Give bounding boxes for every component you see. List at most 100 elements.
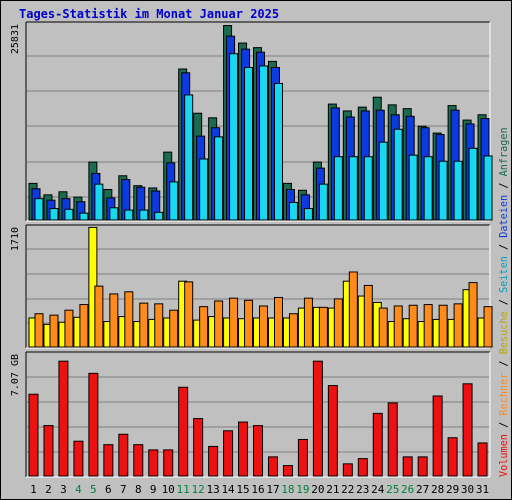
x-tick-label-day-18: 18: [281, 483, 294, 496]
bar-rechner-day-5: [94, 285, 104, 348]
bar-volumen-day-28: [432, 395, 443, 477]
bar-rechner-day-19: [303, 297, 313, 348]
bar-volumen-day-4: [73, 440, 84, 477]
bar-rechner-day-9: [154, 303, 164, 348]
legend-entry: Besuche: [499, 311, 510, 354]
bar-rechner-day-15: [244, 299, 254, 348]
x-tick-label-day-22: 22: [341, 483, 354, 496]
bar-rechner-day-21: [333, 298, 343, 348]
bar-seiten-day-31: [483, 155, 493, 221]
bar-seiten-day-30: [468, 147, 478, 221]
bar-seiten-day-20: [318, 183, 328, 221]
bar-seiten-day-4: [79, 212, 89, 221]
bar-seiten-day-9: [154, 211, 164, 221]
bar-rechner-day-20: [318, 306, 328, 348]
legend-entry: /: [499, 354, 510, 372]
bar-volumen-day-17: [267, 456, 278, 477]
bar-volumen-day-12: [193, 418, 204, 477]
legend-entry: Rechner: [499, 373, 510, 416]
bar-volumen-day-5: [88, 372, 99, 477]
bar-seiten-day-13: [214, 136, 224, 221]
x-tick-label-day-27: 27: [416, 483, 429, 496]
bar-rechner-day-3: [64, 309, 74, 348]
bar-seiten-day-24: [378, 141, 388, 221]
bar-seiten-day-8: [139, 209, 149, 221]
x-tick-label-day-30: 30: [461, 483, 474, 496]
legend-entry: /: [499, 416, 510, 434]
bar-seiten-day-25: [393, 128, 403, 221]
bar-rechner-day-10: [169, 309, 179, 348]
bar-volumen-day-26: [402, 456, 413, 477]
bar-rechner-day-8: [139, 302, 149, 348]
legend-entry: Anfragen: [499, 127, 510, 176]
bar-volumen-day-2: [43, 425, 54, 477]
x-tick-label-day-3: 3: [60, 483, 67, 496]
bar-seiten-day-22: [348, 156, 358, 221]
x-tick-label-day-21: 21: [326, 483, 339, 496]
x-tick-label-day-23: 23: [356, 483, 369, 496]
x-tick-label-day-26: 26: [401, 483, 414, 496]
bar-rechner-day-30: [468, 282, 478, 348]
bar-rechner-day-11: [184, 281, 194, 348]
bar-seiten-day-16: [259, 65, 269, 221]
x-tick-label-day-19: 19: [296, 483, 309, 496]
x-tick-label-day-15: 15: [236, 483, 249, 496]
bar-rechner-day-7: [124, 291, 134, 348]
bar-seiten-day-19: [303, 208, 313, 221]
bar-volumen-day-21: [327, 385, 338, 477]
x-tick-label-day-8: 8: [135, 483, 142, 496]
legend: Volumen / Rechner / Besuche / Seiten / D…: [499, 127, 510, 477]
bar-rechner-day-29: [453, 303, 463, 348]
y-max-label: 7.07 GB: [10, 354, 21, 396]
bar-rechner-day-6: [109, 293, 119, 348]
bar-seiten-day-27: [423, 156, 433, 221]
bar-seiten-day-17: [273, 82, 283, 221]
bar-volumen-day-10: [163, 449, 174, 477]
bar-seiten-day-10: [169, 181, 179, 221]
bar-seiten-day-29: [453, 160, 463, 221]
bar-volumen-day-20: [312, 360, 323, 477]
bar-volumen-day-27: [417, 456, 428, 477]
x-tick-label-day-5: 5: [90, 483, 97, 496]
bar-rechner-day-16: [259, 305, 269, 348]
x-tick-label-day-12: 12: [192, 483, 205, 496]
bar-rechner-day-13: [214, 300, 224, 348]
legend-entry: Seiten: [499, 256, 510, 293]
bar-volumen-day-30: [462, 383, 473, 477]
x-tick-label-day-2: 2: [45, 483, 52, 496]
x-tick-label-day-7: 7: [120, 483, 127, 496]
bar-rechner-day-14: [229, 297, 239, 348]
bar-volumen-day-7: [118, 433, 129, 477]
x-tick-label-day-13: 13: [206, 483, 219, 496]
bar-volumen-day-6: [103, 444, 114, 477]
bar-volumen-day-8: [133, 444, 144, 477]
bar-seiten-day-26: [408, 154, 418, 221]
x-tick-label-day-11: 11: [177, 483, 190, 496]
bar-seiten-day-7: [124, 209, 134, 221]
bar-volumen-day-14: [223, 430, 234, 477]
bar-rechner-day-24: [378, 307, 388, 348]
bar-volumen-day-13: [208, 445, 219, 477]
bar-rechner-day-23: [363, 284, 373, 348]
bar-rechner-day-4: [79, 304, 89, 348]
bar-rechner-day-18: [288, 313, 298, 348]
x-tick-label-day-10: 10: [162, 483, 175, 496]
bar-seiten-day-18: [288, 201, 298, 221]
bar-rechner-day-31: [483, 306, 493, 348]
bar-seiten-day-5: [94, 183, 104, 221]
bar-seiten-day-23: [363, 156, 373, 221]
bar-seiten-day-11: [184, 94, 194, 221]
bar-rechner-day-1: [34, 313, 44, 348]
x-tick-label-day-20: 20: [311, 483, 324, 496]
bar-volumen-day-29: [447, 437, 458, 477]
bar-volumen-day-11: [178, 386, 189, 477]
bar-volumen-day-9: [148, 449, 159, 477]
bar-seiten-day-1: [34, 198, 44, 221]
bar-rechner-day-25: [393, 305, 403, 348]
x-tick-label-day-24: 24: [371, 483, 385, 496]
bar-seiten-day-21: [333, 156, 343, 221]
legend-entry: /: [499, 176, 510, 194]
bar-volumen-day-3: [58, 360, 69, 477]
